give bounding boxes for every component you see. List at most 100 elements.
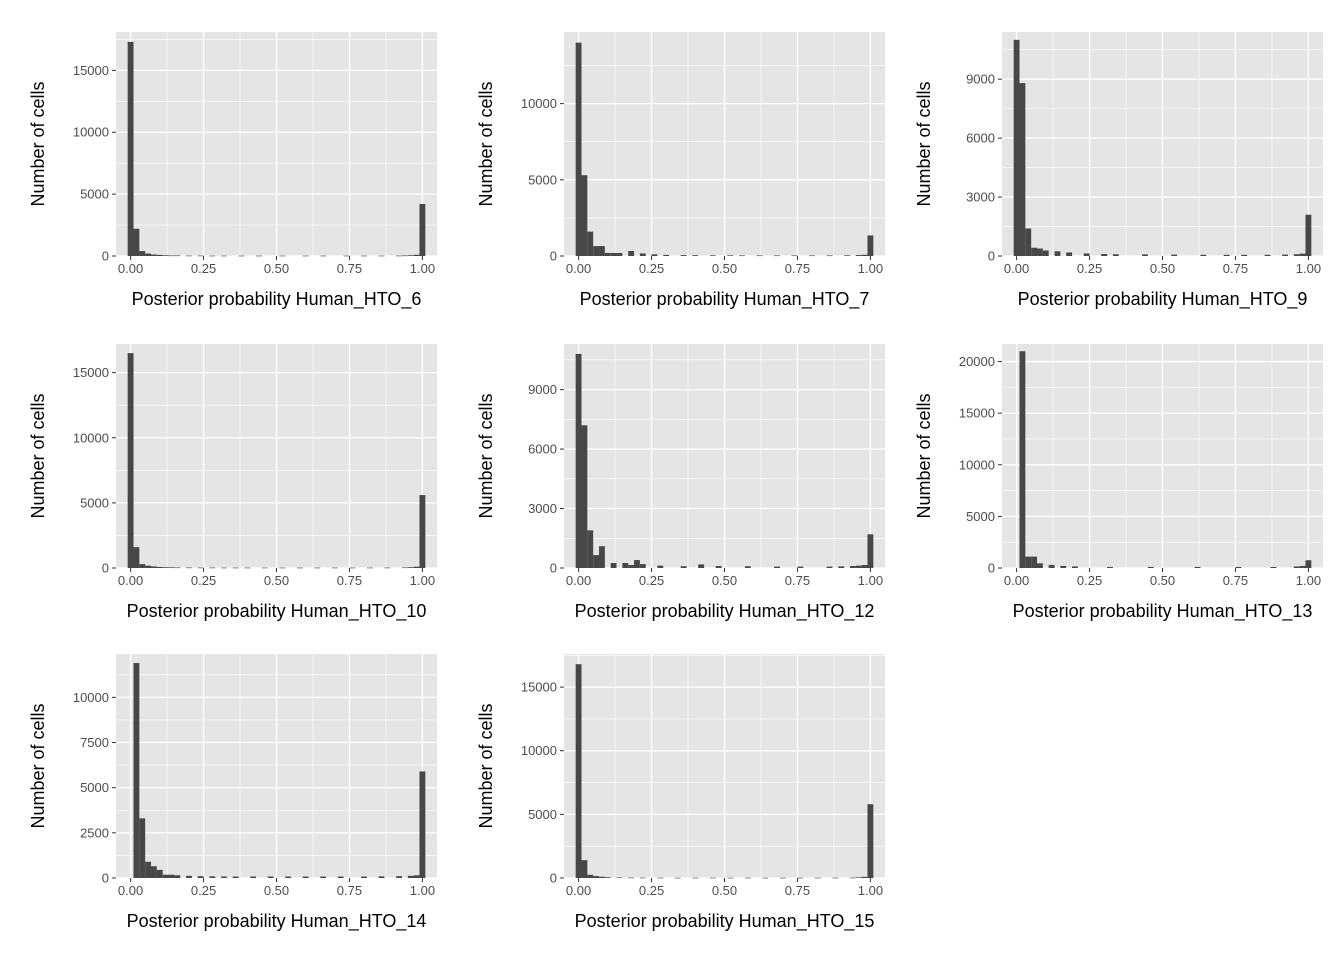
histogram-bar	[366, 567, 373, 569]
histogram-bar	[634, 560, 640, 568]
histogram-bar	[320, 876, 327, 878]
histogram-bar	[361, 876, 367, 878]
histogram-bar	[680, 566, 687, 568]
y-axis-title: Number of cells	[476, 81, 496, 206]
x-tick-label: 1.00	[858, 573, 883, 588]
histogram-bar	[401, 255, 408, 257]
histogram-bar	[709, 255, 716, 256]
histogram-bar	[407, 875, 414, 878]
histogram-bar	[285, 876, 292, 878]
histogram-bar	[639, 564, 646, 568]
histogram-bars	[575, 664, 874, 879]
histogram-bars	[133, 663, 426, 878]
histogram-bar	[867, 804, 874, 878]
y-tick-label: 10000	[73, 690, 109, 705]
histogram-bar	[419, 495, 426, 568]
x-tick-label: 0.00	[118, 261, 143, 276]
histogram-plot-hto-14: 0.00 0.25 0.50 0.75 1.00 0 2500 5000 7500 10000 Po…	[28, 654, 437, 932]
histogram-bar	[209, 876, 216, 878]
histogram-bar	[174, 255, 181, 257]
histogram-bar	[156, 566, 163, 568]
histogram-bar	[238, 255, 245, 257]
histogram-bar	[1101, 254, 1108, 256]
histogram-bar	[168, 255, 175, 257]
histogram-bars	[127, 353, 426, 569]
x-tick-label: 0.50	[712, 261, 737, 276]
histogram-bar	[186, 255, 192, 257]
x-tick-label: 0.50	[1150, 573, 1175, 588]
x-tick-label: 0.25	[639, 573, 664, 588]
y-tick-label: 15000	[521, 680, 557, 695]
histogram-bar	[1282, 254, 1288, 256]
histogram-bar	[855, 877, 862, 878]
major-gridlines	[1002, 344, 1323, 569]
y-tick-label: 9000	[528, 382, 557, 397]
histogram-bar	[744, 877, 751, 879]
histogram-bar	[616, 252, 623, 256]
histogram-plot-hto-10: 0.00 0.25 0.50 0.75 1.00 0 5000 10000 15000 Poste…	[28, 344, 437, 622]
histogram-bar	[657, 877, 664, 879]
x-tick-label: 0.50	[1150, 261, 1175, 276]
x-tick-label: 0.00	[566, 883, 591, 898]
histogram-bar	[145, 253, 152, 256]
histogram-bar	[133, 663, 140, 878]
y-tick-label: 15000	[959, 406, 995, 421]
y-tick-label: 5000	[528, 172, 557, 187]
histogram-bar	[599, 546, 605, 568]
histogram-bars	[575, 353, 874, 568]
histogram-bar	[413, 254, 420, 256]
histogram-bar	[168, 874, 175, 878]
histogram-bar	[1241, 254, 1248, 256]
histogram-bar	[663, 254, 670, 256]
x-axis-title: Posterior probability Human_HTO_7	[580, 289, 870, 310]
x-tick-label: 0.00	[1004, 261, 1029, 276]
histogram-bar	[844, 255, 850, 256]
histogram-bars	[127, 41, 426, 257]
y-tick-label: 3000	[966, 190, 995, 205]
histogram-bar	[1013, 39, 1020, 256]
histogram-bar	[1083, 253, 1090, 256]
x-tick-label: 0.75	[785, 573, 810, 588]
x-tick-label: 0.75	[337, 261, 362, 276]
y-tick-label: 0	[988, 249, 995, 264]
histogram-bar	[349, 567, 356, 569]
histogram-bar	[133, 228, 140, 256]
histogram-bar	[674, 877, 681, 879]
x-axis-title: Posterior probability Human_HTO_12	[575, 601, 875, 622]
histogram-bar	[279, 255, 286, 257]
y-tick-label: 0	[102, 871, 109, 886]
histogram-bar	[692, 255, 699, 256]
x-tick-label: 1.00	[410, 261, 435, 276]
y-tick-label: 0	[988, 561, 995, 576]
y-tick-label: 15000	[73, 63, 109, 78]
histogram-bar	[1042, 250, 1049, 256]
y-tick-label: 10000	[959, 457, 995, 472]
x-tick-label: 0.25	[1077, 261, 1102, 276]
histogram-bar	[162, 874, 169, 878]
x-tick-label: 0.75	[1223, 261, 1248, 276]
histogram-bar	[1048, 564, 1055, 568]
histogram-bar	[1066, 252, 1073, 256]
y-tick-label: 5000	[528, 807, 557, 822]
histogram-bar	[1293, 254, 1300, 256]
histogram-bar	[1299, 565, 1306, 568]
histogram-bar	[593, 246, 600, 256]
y-tick-label: 6000	[966, 131, 995, 146]
histogram-panel-hto-9: 0.00 0.25 0.50 0.75 1.00 0 3000 6000 9000 Posteri…	[886, 0, 1334, 320]
histogram-bar	[302, 255, 309, 257]
y-tick-label: 15000	[73, 365, 109, 380]
histogram-bar	[639, 877, 646, 879]
histogram-bar	[1054, 251, 1061, 256]
x-tick-label: 0.25	[639, 883, 664, 898]
histogram-bar	[581, 175, 588, 256]
histogram-bar	[791, 255, 798, 257]
histogram-bar	[587, 530, 594, 568]
histogram-bar	[599, 246, 605, 256]
histogram-bar	[861, 254, 868, 256]
histogram-bar	[1171, 254, 1178, 256]
histogram-plot-hto-9: 0.00 0.25 0.50 0.75 1.00 0 3000 6000 9000 Posteri…	[914, 32, 1323, 310]
histogram-bar	[396, 876, 402, 878]
y-axis-title: Number of cells	[476, 393, 496, 518]
histogram-bar	[384, 567, 391, 569]
histogram-bar	[861, 565, 868, 568]
